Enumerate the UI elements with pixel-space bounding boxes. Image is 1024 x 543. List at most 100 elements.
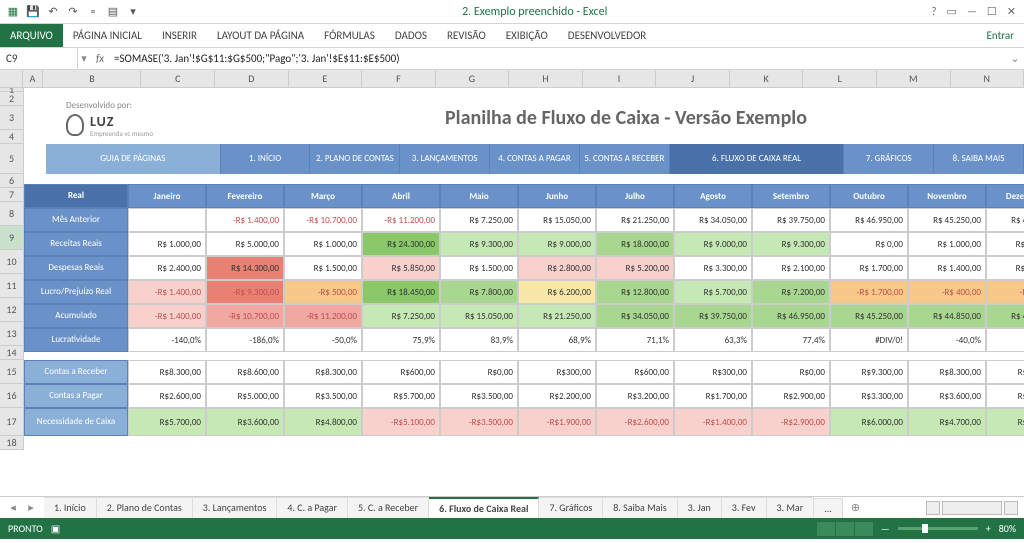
cell-acum-3[interactable]: R$ 7.250,00: [362, 304, 440, 328]
nav-guide[interactable]: GUIA DE PÁGINAS: [46, 144, 221, 174]
name-box[interactable]: C9: [0, 48, 78, 69]
cell-acum-10[interactable]: R$ 44.850,00: [908, 304, 986, 328]
row-17[interactable]: 17: [0, 408, 24, 436]
cell-cap-0[interactable]: R$2.600,00: [128, 384, 206, 408]
tab-developer[interactable]: DESENVOLVEDOR: [558, 24, 656, 47]
cell-desp-11[interactable]: R$ 1.600,00: [986, 256, 1024, 280]
cell-desp-9[interactable]: R$ 1.700,00: [830, 256, 908, 280]
macro-record-icon[interactable]: ▣: [51, 522, 60, 535]
sheet-tab-10[interactable]: 3. Mar: [767, 497, 815, 518]
cell-nec-2[interactable]: R$4.800,00: [284, 408, 362, 436]
cell-nec-11[interactable]: R$4.900,00: [986, 408, 1024, 436]
formula-expand-icon[interactable]: ⌄: [1006, 52, 1024, 65]
cell-nec-5[interactable]: -R$1.900,00: [518, 408, 596, 436]
cell-car-6[interactable]: R$600,00: [596, 360, 674, 384]
cell-lucro-0[interactable]: -R$ 1.400,00: [128, 280, 206, 304]
add-sheet-icon[interactable]: ⊕: [843, 501, 868, 514]
hscroll[interactable]: [920, 501, 1024, 515]
cell-rec-1[interactable]: R$ 5.000,00: [206, 232, 284, 256]
cell-cap-2[interactable]: R$3.500,00: [284, 384, 362, 408]
cell-desp-3[interactable]: R$ 5.850,00: [362, 256, 440, 280]
nav-pagar[interactable]: 4. CONTAS A PAGAR: [490, 144, 580, 174]
cell-nec-3[interactable]: -R$5.100,00: [362, 408, 440, 436]
cell-nec-7[interactable]: -R$1.400,00: [674, 408, 752, 436]
cell-rec-8[interactable]: R$ 9.300,00: [752, 232, 830, 256]
cell-months-6[interactable]: Julho: [596, 184, 674, 208]
cell-lucr-10[interactable]: -40,0%: [908, 328, 986, 352]
col-M[interactable]: M: [877, 70, 951, 87]
col-C[interactable]: C: [141, 70, 215, 87]
cell-mes-8[interactable]: R$ 39.750,00: [752, 208, 830, 232]
sheet-tab-2[interactable]: 3. Lançamentos: [193, 497, 278, 518]
cell-rec-5[interactable]: R$ 9.000,00: [518, 232, 596, 256]
cell-nec-4[interactable]: -R$3.500,00: [440, 408, 518, 436]
row-2[interactable]: 2: [0, 92, 24, 106]
row-7[interactable]: 7: [0, 188, 24, 202]
cell-nec-6[interactable]: -R$2.600,00: [596, 408, 674, 436]
cell-cap-7[interactable]: R$1.700,00: [674, 384, 752, 408]
col-L[interactable]: L: [803, 70, 877, 87]
help-icon[interactable]: ?: [931, 5, 936, 18]
sheet-tab-0[interactable]: 1. Início: [44, 497, 97, 518]
cell-cap-1[interactable]: R$5.000,00: [206, 384, 284, 408]
tab-formulas[interactable]: FÓRMULAS: [314, 24, 385, 47]
cell-lucro-2[interactable]: -R$ 500,00: [284, 280, 362, 304]
col-H[interactable]: H: [509, 70, 583, 87]
sheet-tab-9[interactable]: 3. Fev: [722, 497, 767, 518]
cell-car-10[interactable]: R$8.300,00: [908, 360, 986, 384]
cell-desp-1[interactable]: R$ 14.300,00: [206, 256, 284, 280]
cell-lucro-10[interactable]: -R$ 400,00: [908, 280, 986, 304]
namebox-dropdown-icon[interactable]: ▾: [78, 52, 90, 65]
cell-car-1[interactable]: R$8.600,00: [206, 360, 284, 384]
cell-lucro-4[interactable]: R$ 7.800,00: [440, 280, 518, 304]
cell-lucr-5[interactable]: 68,9%: [518, 328, 596, 352]
cell-cap-8[interactable]: R$2.900,00: [752, 384, 830, 408]
cell-cap-10[interactable]: R$3.600,00: [908, 384, 986, 408]
tab-view[interactable]: EXIBIÇÃO: [496, 24, 558, 47]
ribbon-options-icon[interactable]: ▭: [947, 5, 957, 18]
row-11[interactable]: 11: [0, 274, 24, 298]
col-E[interactable]: E: [289, 70, 363, 87]
cell-mes-7[interactable]: R$ 34.050,00: [674, 208, 752, 232]
redo-icon[interactable]: ↷: [66, 5, 80, 19]
sheet-tab-1[interactable]: 2. Plano de Contas: [97, 497, 193, 518]
cell-acum-6[interactable]: R$ 34.050,00: [596, 304, 674, 328]
cell-mes-0[interactable]: [128, 208, 206, 232]
cell-rec-11[interactable]: R$ 1.000,00: [986, 232, 1024, 256]
sheet-tab-6[interactable]: 7. Gráficos: [539, 497, 603, 518]
col-K[interactable]: K: [730, 70, 804, 87]
cell-lucr-11[interactable]: -60,0%: [986, 328, 1024, 352]
tab-layout[interactable]: LAYOUT DA PÁGINA: [207, 24, 314, 47]
cell-rec-2[interactable]: R$ 1.000,00: [284, 232, 362, 256]
cell-car-3[interactable]: R$600,00: [362, 360, 440, 384]
cell-desp-7[interactable]: R$ 3.300,00: [674, 256, 752, 280]
sheet-tab-4[interactable]: 5. C. a Receber: [348, 497, 429, 518]
qat-dropdown-icon[interactable]: ▾: [126, 5, 140, 19]
cell-rec-7[interactable]: R$ 9.000,00: [674, 232, 752, 256]
cell-months-5[interactable]: Junho: [518, 184, 596, 208]
row-3[interactable]: 3: [0, 106, 24, 130]
col-F[interactable]: F: [362, 70, 436, 87]
view-buttons[interactable]: [817, 522, 873, 536]
row-15[interactable]: 15: [0, 360, 24, 384]
cell-acum-4[interactable]: R$ 15.050,00: [440, 304, 518, 328]
cell-acum-2[interactable]: -R$ 11.200,00: [284, 304, 362, 328]
nav-saiba[interactable]: 8. SAIBA MAIS: [934, 144, 1024, 174]
cell-car-11[interactable]: R$8.300,00: [986, 360, 1024, 384]
save-icon[interactable]: 💾: [26, 5, 40, 19]
fx-icon[interactable]: fx: [90, 52, 110, 65]
row-6[interactable]: 6: [0, 174, 24, 188]
nav-receber[interactable]: 5. CONTAS A RECEBER: [580, 144, 670, 174]
cell-mes-5[interactable]: R$ 15.050,00: [518, 208, 596, 232]
col-D[interactable]: D: [215, 70, 289, 87]
col-G[interactable]: G: [436, 70, 510, 87]
row-14[interactable]: 14: [0, 346, 24, 360]
tab-home[interactable]: PÁGINA INICIAL: [63, 24, 152, 47]
cell-months-4[interactable]: Maio: [440, 184, 518, 208]
cell-acum-0[interactable]: -R$ 1.400,00: [128, 304, 206, 328]
cell-lucro-3[interactable]: R$ 18.450,00: [362, 280, 440, 304]
cell-months-2[interactable]: Março: [284, 184, 362, 208]
cell-acum-9[interactable]: R$ 45.250,00: [830, 304, 908, 328]
col-I[interactable]: I: [583, 70, 657, 87]
nav-plano[interactable]: 2. PLANO DE CONTAS: [310, 144, 400, 174]
